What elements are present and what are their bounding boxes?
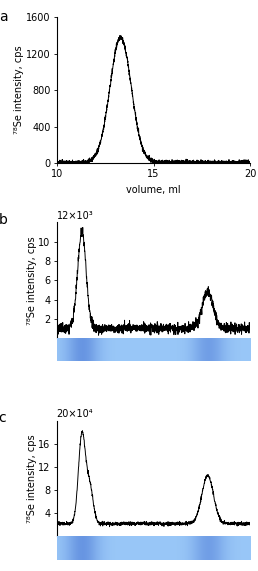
Y-axis label: ⁷⁸Se intensity, cps: ⁷⁸Se intensity, cps (27, 434, 37, 523)
X-axis label: volume, ml: volume, ml (126, 185, 181, 195)
Text: a: a (0, 10, 7, 24)
Text: 20×10⁴: 20×10⁴ (57, 409, 93, 420)
Text: 12×10³: 12×10³ (57, 211, 93, 221)
Text: b: b (0, 213, 7, 227)
Text: c: c (0, 411, 6, 425)
Y-axis label: ⁷⁸Se intensity, cps: ⁷⁸Se intensity, cps (27, 236, 37, 324)
Y-axis label: ⁷⁸Se intensity, cps: ⁷⁸Se intensity, cps (14, 46, 25, 134)
